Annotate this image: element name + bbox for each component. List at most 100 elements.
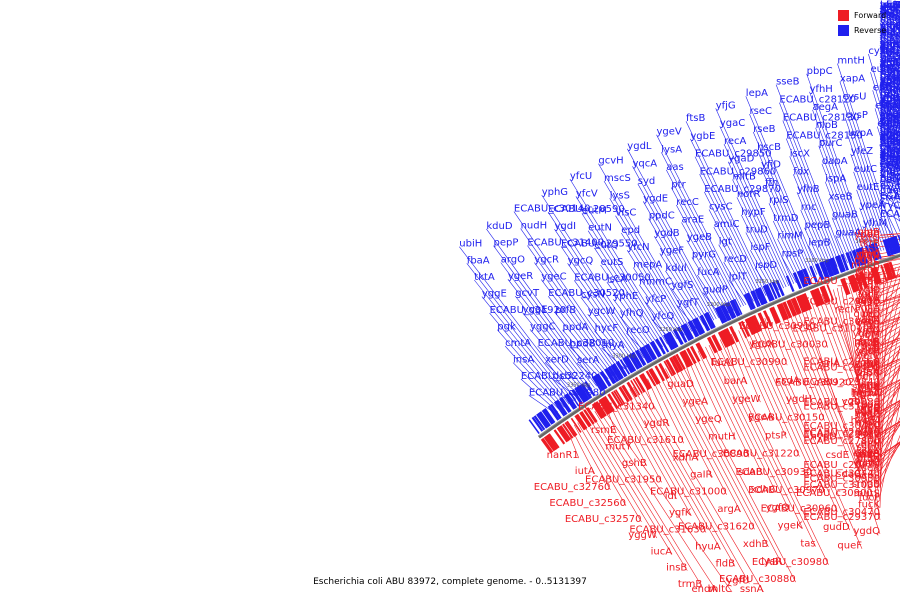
forward-gene-label: ygeA [748,412,773,423]
reverse-gene-label: pbpC [807,66,833,77]
forward-gene-label: ygfQ [766,503,790,514]
reverse-feature [838,255,846,272]
leader-line [723,143,790,287]
reverse-gene-label: recD [724,254,748,265]
reverse-gene-label: yfcJ [880,0,898,11]
forward-feature [548,433,560,449]
reverse-gene-label: vacJ [880,75,900,86]
reverse-gene-label: ygeR [508,271,533,282]
reverse-gene-label: pdxB [880,22,900,33]
leader-line [760,167,810,278]
leader-line [601,406,733,593]
leader-line [749,113,818,275]
forward-feature [641,373,652,389]
forward-feature [611,391,622,407]
reverse-gene-label: glk [880,147,895,158]
leader-line [856,189,879,253]
leader-line [728,279,747,305]
reverse-gene-label: prmB [880,40,900,51]
leader-line [594,411,703,588]
forward-feature [585,407,598,423]
reverse-gene-label: yggE [523,305,548,316]
reverse-gene-label: yfaW [880,9,900,20]
reverse-gene-label: amiC [714,219,740,230]
reverse-gene-label: rplS [769,195,789,206]
reverse-feature [814,263,823,281]
forward-gene-label: ECABU_c32560 [549,498,626,509]
reverse-gene-label: yqaB [880,0,900,11]
reverse-gene-label: iscR [880,0,900,11]
reverse-gene-label: fabB [880,40,900,51]
reverse-gene-label: zipA [880,111,900,122]
reverse-feature [536,412,549,429]
reverse-feature [591,376,603,392]
leader-line [727,161,787,288]
reverse-gene-label: yfaZ [880,63,900,74]
reverse-feature [809,265,818,283]
leader-line [842,99,892,248]
reverse-gene-label: ECABU_c27070 [880,191,900,202]
leader-line [567,263,637,363]
reverse-gene-label: yphG [542,187,568,198]
reverse-feature [656,338,666,355]
leader-line [705,346,777,493]
forward-gene-label: ygfL [859,288,881,299]
reverse-feature [897,234,900,244]
reverse-gene-label: ECABU_c32980 [529,387,606,398]
leader-line [573,280,635,364]
leader-line [800,209,828,271]
reverse-gene-label: yfgB [880,147,900,158]
forward-gene-label: yfeO [857,363,881,374]
reverse-feature [568,391,580,407]
leader-line [629,389,721,550]
forward-gene-label: mutH [708,432,736,443]
leader-line [618,395,677,500]
reverse-gene-label: serA [577,355,599,366]
reverse-gene-label: ispD [755,260,777,271]
forward-gene-label: ygcO [854,349,880,360]
leader-line [817,295,852,386]
forward-gene-label: xdhB [743,539,769,550]
leader-line [666,169,739,309]
reverse-feature [597,373,608,389]
forward-feature [793,297,802,314]
leader-line [581,213,666,346]
forward-gene-label: yfeN [857,324,880,335]
forward-gene-label: ygfI [861,305,880,316]
leader-line [615,215,688,335]
leader-line [587,415,673,555]
forward-gene-label: ECABU_c30440 [803,469,880,480]
reverse-feature [553,401,565,417]
reverse-gene-label: eutG [880,173,900,184]
leader-line [504,345,563,410]
reverse-feature [607,366,620,383]
reverse-feature [628,353,640,370]
reverse-gene-label: lepB [808,238,830,249]
leader-line [835,235,848,264]
forward-gene-label: yggW [628,530,657,541]
leader-line [741,214,779,291]
reverse-gene-label: ECABU_c27250 [880,209,900,220]
reverse-feature [565,393,578,409]
forward-gene-label: nrdH [856,418,880,429]
forward-gene-label: argA [717,504,740,515]
forward-feature [618,386,630,403]
forward-gene-label: dsdA [855,273,880,284]
reverse-gene-label: csrA [880,159,900,170]
leader-line [600,264,659,350]
reverse-gene-label: ygcR [534,255,559,266]
leader-line [514,295,590,391]
reverse-gene-label: hypB [880,67,900,78]
reverse-gene-label: ucpA [848,128,873,139]
reverse-gene-label: recA [724,136,747,147]
reverse-gene-label: nuoI [880,167,900,178]
leader-line [828,199,853,262]
leader-line [547,211,644,358]
reverse-gene-label: cvpA [880,156,900,167]
leader-line [622,393,692,516]
reverse-gene-label: argO [501,255,525,266]
forward-gene-label: yfbQ [856,249,880,260]
reverse-gene-label: yfcL [880,57,900,68]
reverse-feature [799,269,809,287]
reverse-gene-label: yfiA [880,150,899,161]
